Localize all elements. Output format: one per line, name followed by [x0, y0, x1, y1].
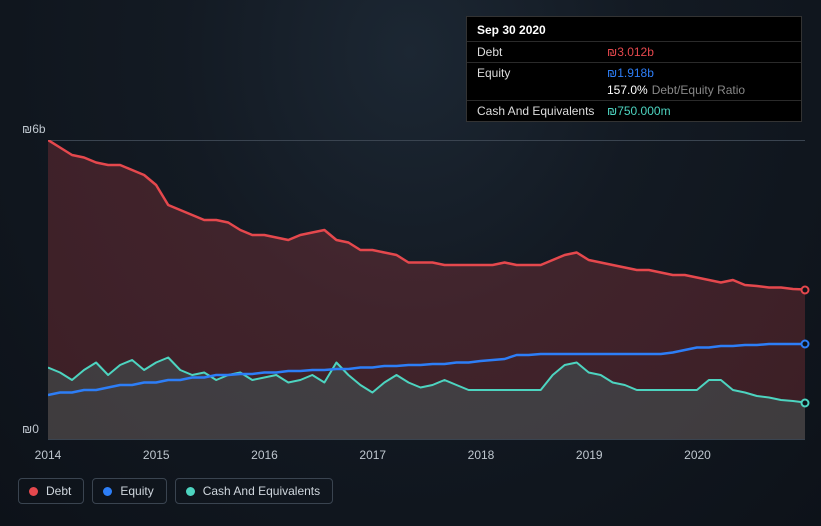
- tooltip-row-suffix: Debt/Equity Ratio: [652, 83, 745, 97]
- chart-plot-area[interactable]: [48, 140, 805, 440]
- x-axis-label: 2019: [576, 448, 603, 462]
- y-axis-min-label: ₪0: [22, 422, 39, 436]
- equity-end-marker: [801, 340, 810, 349]
- x-axis-label: 2014: [35, 448, 62, 462]
- x-axis-label: 2015: [143, 448, 170, 462]
- tooltip-row: 157.0% Debt/Equity Ratio: [467, 83, 801, 100]
- x-axis-label: 2018: [468, 448, 495, 462]
- legend-item[interactable]: Equity: [92, 478, 166, 504]
- legend-label: Debt: [46, 484, 71, 498]
- legend-item[interactable]: Debt: [18, 478, 84, 504]
- tooltip-row-label: Equity: [477, 66, 607, 80]
- x-axis-label: 2020: [684, 448, 711, 462]
- hover-tooltip: Sep 30 2020 Debt₪3.012bEquity₪1.918b157.…: [466, 16, 802, 122]
- x-axis-label: 2017: [359, 448, 386, 462]
- tooltip-row-value: ₪1.918b: [607, 66, 654, 80]
- legend-item[interactable]: Cash And Equivalents: [175, 478, 333, 504]
- x-axis-label: 2016: [251, 448, 278, 462]
- debt-end-marker: [801, 285, 810, 294]
- tooltip-row-label: [477, 83, 607, 97]
- legend-dot-icon: [29, 487, 38, 496]
- tooltip-row-label: Debt: [477, 45, 607, 59]
- legend-label: Cash And Equivalents: [203, 484, 320, 498]
- chart-svg: [48, 140, 805, 440]
- legend-label: Equity: [120, 484, 153, 498]
- tooltip-row-value: 157.0%: [607, 83, 648, 97]
- tooltip-row: Debt₪3.012b: [467, 41, 801, 62]
- legend-dot-icon: [103, 487, 112, 496]
- legend-dot-icon: [186, 487, 195, 496]
- tooltip-date: Sep 30 2020: [467, 17, 801, 41]
- tooltip-row-value: ₪3.012b: [607, 45, 654, 59]
- x-axis-labels: 2014201520162017201820192020: [48, 448, 805, 468]
- tooltip-row-value: ₪750.000m: [607, 104, 671, 118]
- tooltip-row: Equity₪1.918b: [467, 62, 801, 83]
- tooltip-row: Cash And Equivalents₪750.000m: [467, 100, 801, 121]
- chart-legend: Debt Equity Cash And Equivalents: [18, 478, 333, 504]
- y-axis-max-label: ₪6b: [22, 122, 46, 136]
- cash-end-marker: [801, 398, 810, 407]
- tooltip-row-label: Cash And Equivalents: [477, 104, 607, 118]
